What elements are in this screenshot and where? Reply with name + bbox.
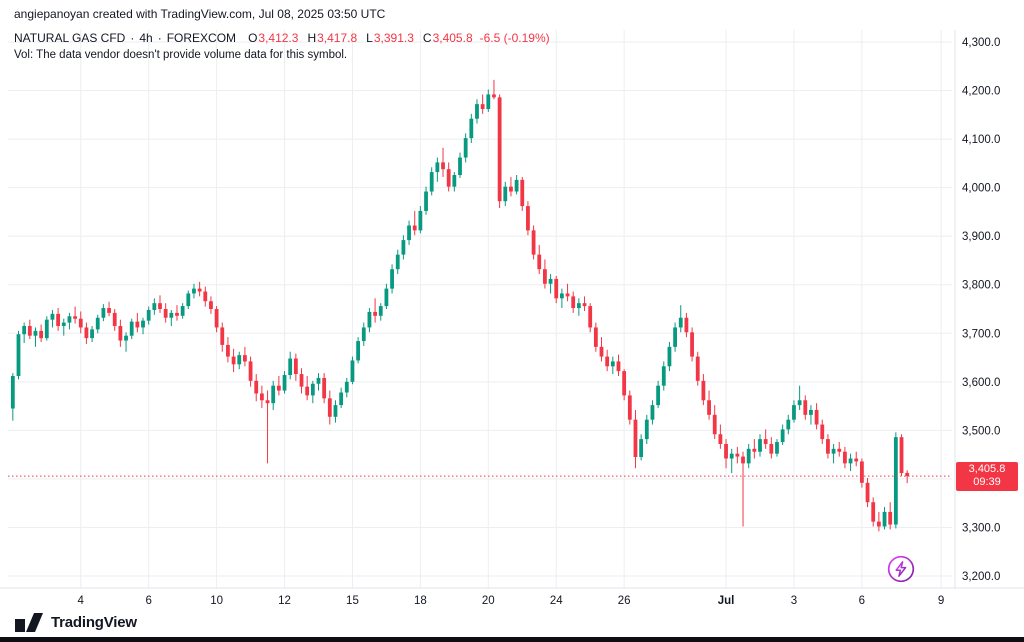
candlestick-chart[interactable]: 4,300.0 4,200.0 4,100.0 4,000.0 3,900.0 3,800… — [0, 0, 1024, 608]
svg-text:4,000.0: 4,000.0 — [962, 183, 1000, 195]
bar-countdown: 09:39 — [973, 476, 1001, 489]
svg-text:3,800.0: 3,800.0 — [962, 280, 1000, 292]
svg-text:18: 18 — [414, 595, 427, 607]
svg-text:10: 10 — [210, 595, 223, 607]
svg-text:20: 20 — [482, 595, 495, 607]
svg-text:4,100.0: 4,100.0 — [962, 134, 1000, 146]
lightning-bolt-icon[interactable] — [886, 554, 916, 584]
svg-text:24: 24 — [550, 595, 563, 607]
close-label: C — [422, 31, 432, 45]
svg-text:3,200.0: 3,200.0 — [962, 571, 1000, 583]
change-value: -6.5 (-0.19%) — [479, 31, 550, 45]
svg-text:4: 4 — [78, 595, 85, 607]
low-value: 3,391.3 — [373, 31, 414, 45]
open-label: O — [248, 31, 258, 45]
svg-text:4,200.0: 4,200.0 — [962, 86, 1000, 98]
legend-row-volume: Vol: The data vendor doesn't provide vol… — [14, 49, 550, 62]
svg-text:15: 15 — [346, 595, 359, 607]
svg-text:3,900.0: 3,900.0 — [962, 231, 1000, 243]
symbol-name[interactable]: NATURAL GAS CFD — [14, 31, 126, 45]
current-price-label: 3,405.8 — [968, 463, 1006, 476]
svg-text:3: 3 — [791, 595, 797, 607]
svg-text:26: 26 — [618, 595, 631, 607]
svg-text:12: 12 — [278, 595, 291, 607]
current-price-badge: 3,405.8 09:39 — [956, 462, 1018, 492]
separator-dot: · — [157, 31, 162, 45]
low-label: L — [366, 31, 373, 45]
symbol-legend: NATURAL GAS CFD · 4h · FOREXCOM O 3,412.3… — [14, 32, 550, 62]
svg-text:4,300.0: 4,300.0 — [962, 37, 1000, 49]
window-edge — [0, 637, 1024, 642]
legend-row-main: NATURAL GAS CFD · 4h · FOREXCOM O 3,412.3… — [14, 32, 550, 44]
attribution-text: angiepanoyan created with TradingView.co… — [14, 7, 386, 21]
tradingview-logo[interactable]: TradingView — [14, 612, 137, 633]
svg-text:3,300.0: 3,300.0 — [962, 522, 1000, 534]
open-value: 3,412.3 — [258, 31, 299, 45]
svg-text:3,500.0: 3,500.0 — [962, 425, 1000, 437]
high-label: H — [307, 31, 317, 45]
exchange-label[interactable]: FOREXCOM — [166, 31, 237, 45]
separator-dot: · — [130, 31, 135, 45]
footer-bar: TradingView — [0, 608, 1024, 637]
svg-text:9: 9 — [938, 595, 944, 607]
svg-text:3,600.0: 3,600.0 — [962, 377, 1000, 389]
tradingview-wordmark: TradingView — [51, 614, 137, 631]
close-value: 3,405.8 — [432, 31, 473, 45]
high-value: 3,417.8 — [317, 31, 358, 45]
svg-text:Jul: Jul — [718, 595, 735, 607]
tradingview-mark-icon — [15, 613, 43, 632]
svg-text:6: 6 — [859, 595, 865, 607]
interval-label[interactable]: 4h — [139, 31, 153, 45]
svg-text:6: 6 — [145, 595, 151, 607]
attribution-bar: angiepanoyan created with TradingView.co… — [0, 0, 1024, 28]
volume-notice: Vol: The data vendor doesn't provide vol… — [14, 49, 348, 61]
svg-text:3,700.0: 3,700.0 — [962, 328, 1000, 340]
